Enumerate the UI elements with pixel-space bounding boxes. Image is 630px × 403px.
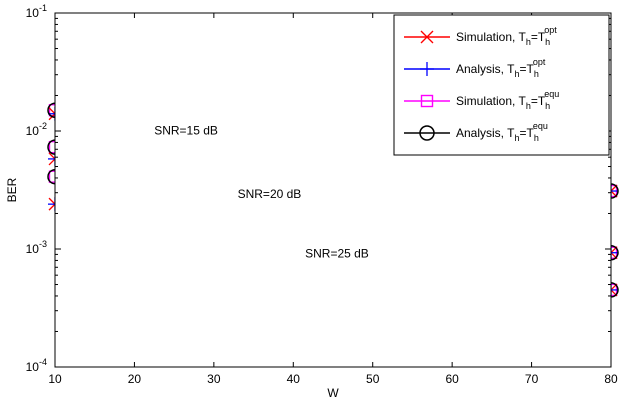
legend-swatch-marker [419,125,435,141]
legend-entry-label: Analysis, Th=Thopt [456,57,546,79]
snr-annotation: SNR=20 dB [238,187,302,201]
legend-entry-label: Analysis, Th=Thequ [456,121,548,143]
y-tick-label: 10-3 [26,239,47,256]
legend-box [393,14,610,156]
x-tick-label: 60 [445,372,459,386]
x-tick-label: 10 [48,372,62,386]
snr-annotation: SNR=25 dB [305,246,369,260]
x-tick-label: 80 [604,372,618,386]
legend-swatch-marker [420,62,434,76]
legend-swatch-marker [420,94,434,108]
y-axis-label: BER [5,177,19,202]
x-tick-label: 20 [128,372,142,386]
snr-annotation: SNR=15 dB [154,124,218,138]
x-tick-label: 30 [207,372,221,386]
x-tick-label: 40 [287,372,301,386]
legend-entry-label: Simulation, Th=Thopt [456,25,557,47]
y-tick-label: 10-1 [26,3,47,20]
x-tick-label: 70 [525,372,539,386]
legend-swatch-marker [420,30,434,44]
annotation-layer: SNR=15 dB SNR=20 dB SNR=25 dB [154,124,369,261]
legend: Simulation, Th=Thopt Analysis, Th=Thopt Si… [393,14,610,156]
x-axis-label: W [327,386,339,400]
y-tick-label: 10-4 [26,357,47,374]
x-tick-label: 50 [366,372,380,386]
legend-entry-label: Simulation, Th=Thequ [456,89,559,111]
y-tick-label: 10-2 [26,121,47,138]
